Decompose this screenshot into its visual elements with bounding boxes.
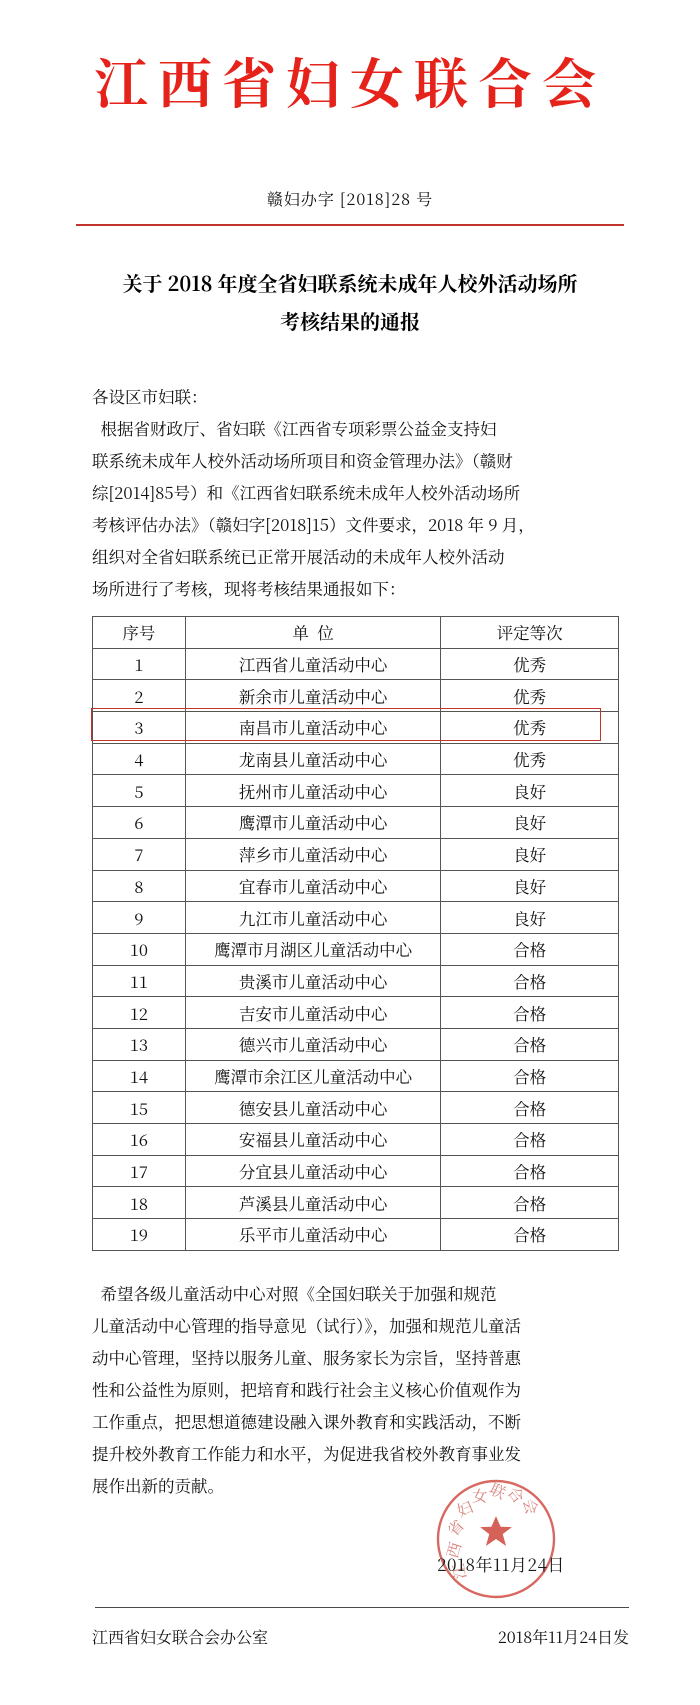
svg-text:女: 女 — [472, 1484, 488, 1506]
